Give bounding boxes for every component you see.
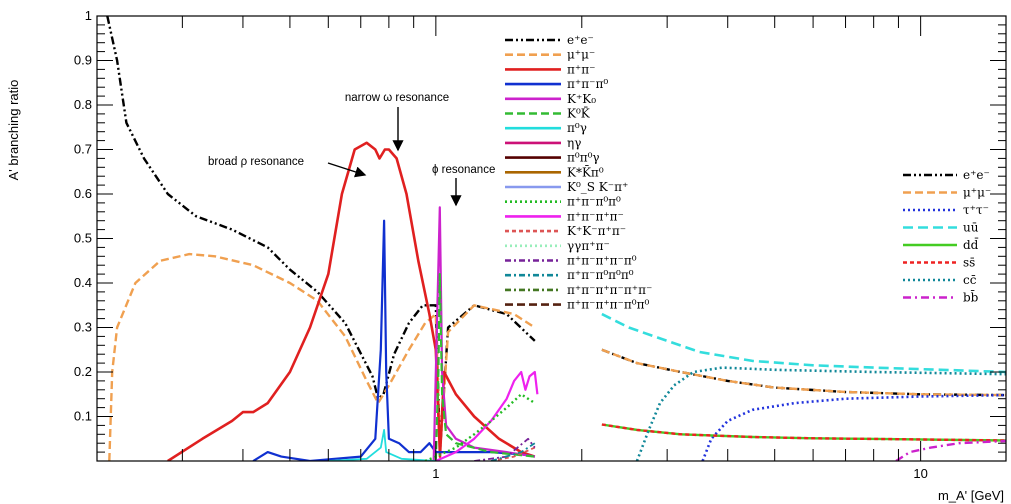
series-line-19: [895, 439, 1006, 461]
legend-label: K*K̄π⁰: [567, 164, 604, 179]
annotation-label: narrow ω resonance: [345, 92, 449, 104]
legend-label: bb̄: [963, 289, 979, 305]
series-line-5: [252, 219, 535, 461]
series-line-1: [601, 348, 1006, 397]
legend-label: dd̄: [963, 236, 979, 252]
legend-label: τ⁺τ⁻: [963, 203, 989, 217]
legend-label: cc̄: [963, 273, 977, 287]
legend-label: K⁺K₀: [567, 92, 596, 106]
series-line-8: [328, 429, 436, 461]
legend-label: π⁺π⁻π⁺π⁻π⁰: [567, 254, 637, 268]
legend-label: e⁺e⁻: [567, 33, 594, 47]
y-tick-label: 0.5: [74, 231, 92, 246]
plot-frame: [96, 15, 1007, 462]
x-tick-label: 10: [913, 466, 927, 481]
y-tick-label: 0.6: [74, 186, 92, 201]
legend-label: π⁺π⁻π⁰: [567, 77, 608, 91]
series-line-18: [635, 366, 1006, 461]
series-line-14: [701, 393, 1006, 461]
series-line-16: [601, 423, 1006, 442]
y-tick-label: 0.2: [74, 364, 92, 379]
legend-label: uū: [963, 221, 979, 235]
legend-label: π⁺π⁻π⁺π⁻: [567, 209, 624, 223]
series-line-2: [108, 252, 536, 461]
series-line-15: [601, 312, 1006, 374]
tick-labels: 0.1 0.2 0.3 0.4 0.5 0.6 0.7 0.8 0.9 1 1 10: [74, 8, 928, 481]
annotations: narrow ω resonance broad ρ resonance ϕ res…: [208, 92, 495, 207]
y-tick-label: 0.9: [74, 53, 92, 68]
series-line-10: [424, 393, 536, 461]
annotation-label: broad ρ resonance: [208, 156, 304, 168]
legend-label: μ⁺μ⁻: [567, 48, 595, 62]
legend-label: π⁺π⁻π⁺π⁻π⁰π⁰: [567, 298, 649, 312]
series-line-9: [435, 370, 539, 461]
y-axis-title: A' branching ratio: [6, 80, 21, 181]
legend-label: K⁺K⁻π⁺π⁻: [567, 224, 626, 238]
legend-label: π⁰γ: [567, 121, 587, 135]
legend-label: ss̄: [963, 256, 975, 270]
y-tick-label: 1: [85, 8, 92, 23]
legend-label: K⁰_S K⁻π⁺: [567, 180, 628, 194]
y-tick-label: 0.7: [74, 142, 92, 157]
series-group: [106, 16, 1006, 461]
legend-label: ηγ: [567, 136, 581, 150]
annotation-arrow: [327, 162, 367, 178]
legend-label: π⁺π⁻π⁰π⁰: [567, 195, 621, 209]
series-line-7: [434, 273, 535, 461]
annotation-label: ϕ resonance: [432, 164, 495, 176]
legend-label: π⁺π⁻π⁰π⁰π⁰: [567, 268, 634, 282]
plot-border: [96, 15, 1007, 462]
legend-label: π⁺π⁻π⁺π⁻π⁺π⁻: [567, 283, 652, 297]
legend-label: K⁰K̄: [567, 105, 591, 120]
y-tick-label: 0.8: [74, 97, 92, 112]
series-layer: [106, 16, 1006, 461]
series-line-11: [490, 446, 536, 461]
series-line-12: [474, 437, 536, 461]
y-tick-label: 0.1: [74, 409, 92, 424]
legend-label: π⁺π⁻: [567, 62, 595, 76]
x-axis-title: m_A' [GeV]: [938, 488, 1004, 503]
series-line-17: [601, 423, 1006, 442]
y-tick-label: 0.3: [74, 320, 92, 335]
series-line-4: [167, 141, 536, 461]
series-line-13: [490, 442, 536, 461]
x-tick-label: 1: [432, 466, 439, 481]
y-tick-label: 0.4: [74, 275, 92, 290]
legend-label: π⁰π⁰γ: [567, 151, 600, 165]
legend-label: γγπ⁺π⁻: [567, 239, 610, 253]
legend-label: μ⁺μ⁻: [963, 186, 991, 200]
legend-label: e⁺e⁻: [963, 168, 990, 182]
legend-hadronic: e⁺e⁻μ⁺μ⁻π⁺π⁻π⁺π⁻π⁰K⁺K₀K⁰K̄π⁰γηγπ⁰π⁰γK*K̄…: [505, 33, 652, 312]
series-line-0: [106, 16, 536, 454]
